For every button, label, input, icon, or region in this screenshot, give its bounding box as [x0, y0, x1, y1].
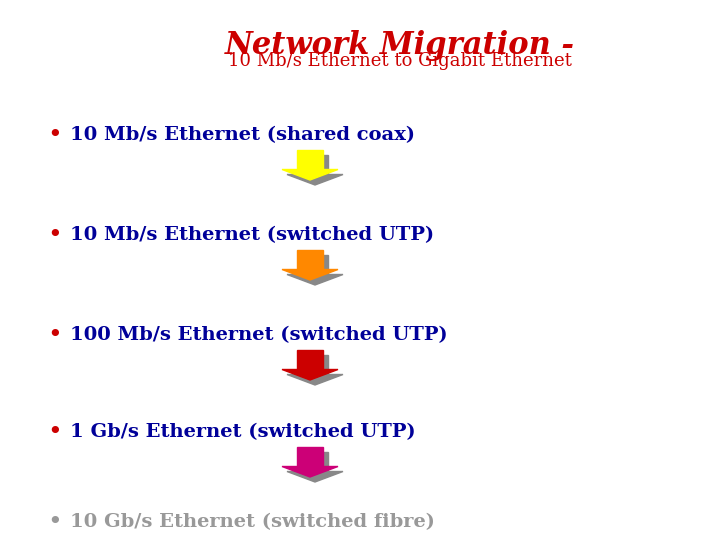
Text: 10 Mb/s Ethernet (shared coax): 10 Mb/s Ethernet (shared coax)	[70, 126, 415, 144]
Polygon shape	[287, 174, 343, 185]
Text: 1 Gb/s Ethernet (switched UTP): 1 Gb/s Ethernet (switched UTP)	[70, 423, 415, 441]
Bar	[297, 350, 323, 369]
Polygon shape	[287, 274, 343, 285]
Text: 100 Mb/s Ethernet (switched UTP): 100 Mb/s Ethernet (switched UTP)	[70, 326, 448, 344]
Bar	[297, 447, 323, 467]
Text: •: •	[48, 323, 63, 347]
Polygon shape	[282, 269, 338, 280]
Polygon shape	[287, 471, 343, 482]
Bar	[302, 355, 328, 375]
Text: •: •	[48, 420, 63, 444]
Bar	[302, 155, 328, 174]
Bar	[297, 150, 323, 170]
Text: •: •	[48, 223, 63, 247]
Bar	[302, 452, 328, 471]
Text: Network Migration -: Network Migration -	[225, 30, 575, 61]
Polygon shape	[282, 467, 338, 477]
Polygon shape	[287, 375, 343, 385]
Text: 10 Mb/s Ethernet to Gigabit Ethernet: 10 Mb/s Ethernet to Gigabit Ethernet	[228, 52, 572, 70]
Text: 10 Mb/s Ethernet (switched UTP): 10 Mb/s Ethernet (switched UTP)	[70, 226, 434, 244]
Polygon shape	[282, 369, 338, 380]
Text: •: •	[48, 123, 63, 147]
Text: 10 Gb/s Ethernet (switched fibre): 10 Gb/s Ethernet (switched fibre)	[70, 513, 435, 531]
Polygon shape	[282, 170, 338, 180]
Bar	[302, 255, 328, 274]
Text: •: •	[48, 510, 63, 534]
Bar	[297, 250, 323, 269]
